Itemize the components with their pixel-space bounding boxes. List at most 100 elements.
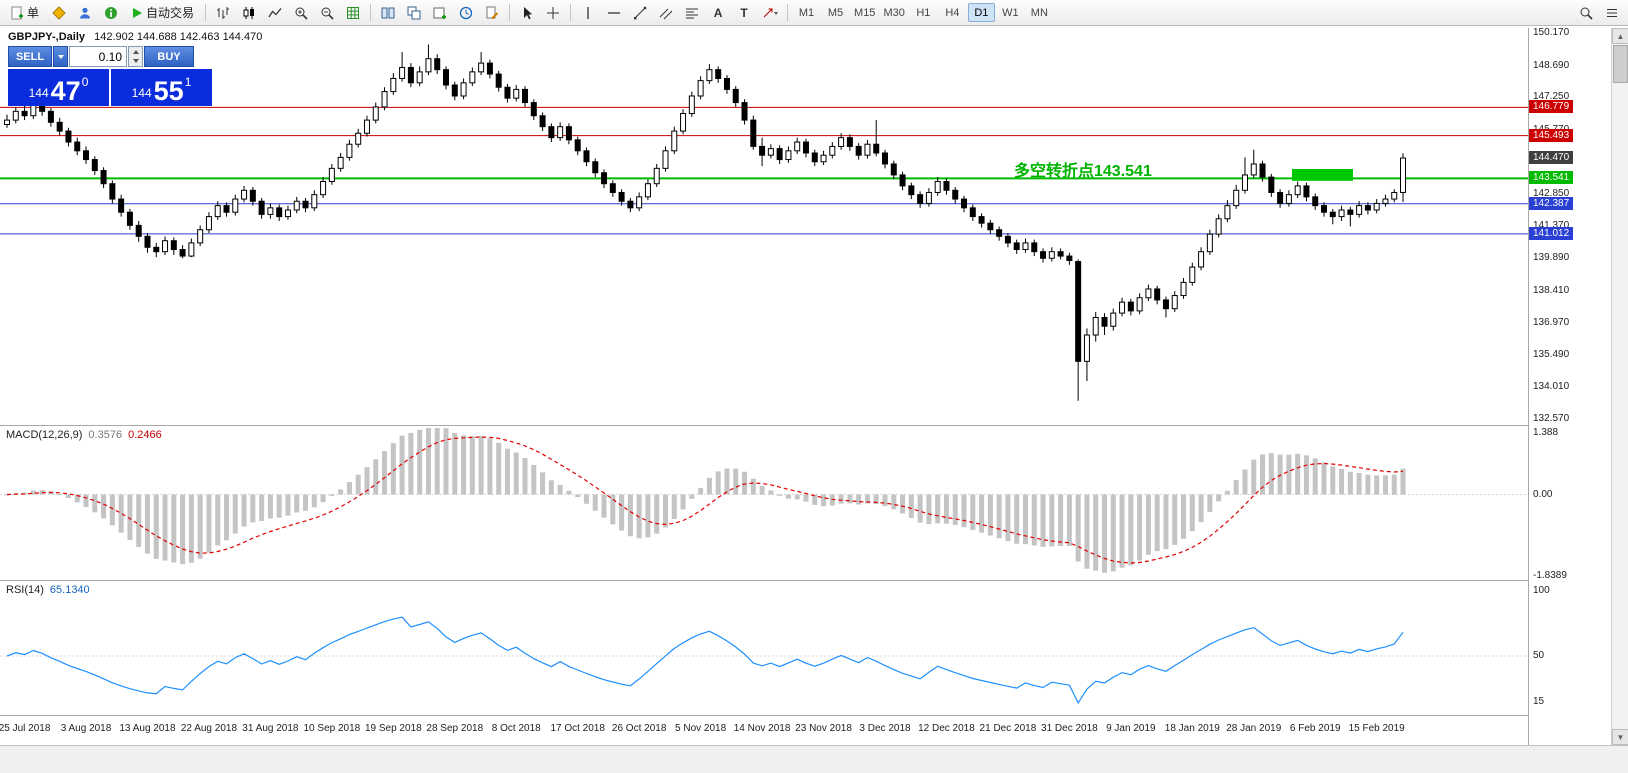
sell-price-sup: 0 xyxy=(81,75,89,89)
date-axis-label: 13 Aug 2018 xyxy=(119,723,176,734)
date-axis-label: 14 Nov 2018 xyxy=(733,723,791,734)
tile-windows-button[interactable] xyxy=(376,2,400,23)
timeframe-button-h1[interactable]: H1 xyxy=(910,3,937,22)
buy-price-sup: 1 xyxy=(184,75,192,89)
templates-button[interactable] xyxy=(480,2,504,23)
channel-button[interactable] xyxy=(654,2,678,23)
timeframe-button-m5[interactable]: M5 xyxy=(822,3,849,22)
pane-divider[interactable] xyxy=(0,580,1610,581)
text-label-button[interactable]: T xyxy=(732,2,756,23)
price-axis[interactable]: 150.170148.690147.250145.770144.290142.8… xyxy=(1529,27,1610,745)
line-chart-icon xyxy=(268,7,282,17)
objects-list-button[interactable] xyxy=(1600,2,1624,23)
trendline-icon xyxy=(634,6,647,19)
toolbar-separator xyxy=(787,4,789,21)
volume-spinner[interactable] xyxy=(128,46,143,67)
sell-price-big: 47 xyxy=(50,76,81,107)
price-axis-label: 134.010 xyxy=(1533,381,1570,393)
timeframe-button-mn[interactable]: MN xyxy=(1026,3,1053,22)
autotrading-button[interactable]: 自动交易 xyxy=(125,2,200,23)
vertical-scrollbar[interactable]: ▲ ▼ xyxy=(1611,28,1628,745)
price-axis-label: 139.890 xyxy=(1533,252,1570,264)
date-axis-label: 31 Aug 2018 xyxy=(242,723,299,734)
vertical-line-button[interactable] xyxy=(576,2,600,23)
price-axis-label: 148.690 xyxy=(1533,59,1570,71)
bar-chart-button[interactable] xyxy=(211,2,235,23)
new-order-label: 单 xyxy=(27,6,40,20)
new-chart-button[interactable] xyxy=(428,2,452,23)
spinner-up-button[interactable] xyxy=(129,47,142,57)
period-button[interactable] xyxy=(454,2,478,23)
timeframe-button-m1[interactable]: M1 xyxy=(793,3,820,22)
date-axis-label: 28 Sep 2018 xyxy=(426,723,484,734)
new-chart-icon xyxy=(433,7,447,19)
grid-icon xyxy=(347,6,360,19)
price-axis-label: 138.410 xyxy=(1533,284,1570,296)
text-tool-icon: A xyxy=(713,5,723,20)
trendline-button[interactable] xyxy=(628,2,652,23)
macd-axis-label: 0.00 xyxy=(1533,488,1553,500)
symbol-period-label: GBPJPY-,Daily xyxy=(8,31,86,43)
crosshair-button[interactable] xyxy=(541,2,565,23)
macd-label: MACD(12,26,9) 0.3576 0.2466 xyxy=(6,429,162,441)
search-button[interactable] xyxy=(1574,2,1598,23)
buy-price-box[interactable]: 144 55 1 xyxy=(111,69,212,106)
macd-indicator-pane[interactable] xyxy=(0,426,1528,580)
clock-icon xyxy=(459,6,473,19)
line-chart-button[interactable] xyxy=(263,2,287,23)
date-axis-label: 12 Dec 2018 xyxy=(918,723,975,734)
price-axis-label: 136.970 xyxy=(1533,316,1570,328)
buy-price-big: 55 xyxy=(153,76,184,107)
fibonacci-button[interactable] xyxy=(680,2,704,23)
scrollbar-thumb[interactable] xyxy=(1613,45,1628,83)
date-axis-label: 10 Sep 2018 xyxy=(303,723,361,734)
text-button[interactable]: A xyxy=(706,2,730,23)
rsi-axis-label: 100 xyxy=(1533,585,1550,596)
sell-price-prefix: 144 xyxy=(28,86,49,100)
scroll-up-button[interactable]: ▲ xyxy=(1612,28,1628,44)
zoom-in-button[interactable] xyxy=(289,2,313,23)
timeframe-button-m30[interactable]: M30 xyxy=(880,3,907,22)
cascade-windows-button[interactable] xyxy=(402,2,426,23)
new-order-button[interactable]: 单 xyxy=(4,2,45,23)
date-axis[interactable]: 25 Jul 2018 3 Aug 2018 13 Aug 2018 22 Aug 2… xyxy=(0,716,1528,744)
rsi-indicator-pane[interactable] xyxy=(0,581,1528,715)
timeframe-button-h4[interactable]: H4 xyxy=(939,3,966,22)
new-order-icon xyxy=(11,6,23,19)
date-axis-label: 3 Aug 2018 xyxy=(60,723,112,734)
main-price-chart[interactable]: 多空转折点143.541 xyxy=(0,28,1528,425)
cursor-button[interactable] xyxy=(515,2,539,23)
autotrading-label: 自动交易 xyxy=(146,6,195,20)
date-axis-label: 3 Dec 2018 xyxy=(859,723,911,734)
candlestick-chart-button[interactable] xyxy=(237,2,261,23)
timeframe-button-m15[interactable]: M15 xyxy=(851,3,878,22)
arrows-button[interactable] xyxy=(758,2,782,23)
pane-divider xyxy=(0,715,1610,716)
sell-price-box[interactable]: 144 47 0 xyxy=(8,69,109,106)
spinner-down-button[interactable] xyxy=(129,57,142,67)
scroll-down-button[interactable]: ▼ xyxy=(1612,729,1628,745)
zoom-out-button[interactable] xyxy=(315,2,339,23)
profiles-button[interactable] xyxy=(47,2,71,23)
price-level-badge: 146.779 xyxy=(1529,100,1574,114)
price-axis-divider xyxy=(1528,28,1529,745)
buy-button[interactable]: BUY xyxy=(144,46,194,67)
date-axis-label: 31 Dec 2018 xyxy=(1041,723,1098,734)
horizontal-line-button[interactable] xyxy=(602,2,626,23)
timeframe-button-d1[interactable]: D1 xyxy=(967,3,995,22)
pane-divider[interactable] xyxy=(0,425,1610,426)
date-axis-label: 28 Jan 2019 xyxy=(1226,723,1282,734)
volume-dropdown-button[interactable] xyxy=(53,46,68,67)
rsi-label: RSI(14) 65.1340 xyxy=(6,584,90,596)
market-watch-button[interactable] xyxy=(73,2,97,23)
date-axis-label: 17 Oct 2018 xyxy=(550,723,605,734)
sell-button[interactable]: SELL xyxy=(8,46,52,67)
data-window-button[interactable] xyxy=(99,2,123,23)
cascade-windows-icon xyxy=(407,6,421,19)
price-level-badge: 145.493 xyxy=(1529,128,1574,142)
volume-input[interactable] xyxy=(69,46,127,67)
grid-button[interactable] xyxy=(341,2,365,23)
timeframe-button-w1[interactable]: W1 xyxy=(997,3,1024,22)
bar-chart-icon xyxy=(217,6,230,19)
